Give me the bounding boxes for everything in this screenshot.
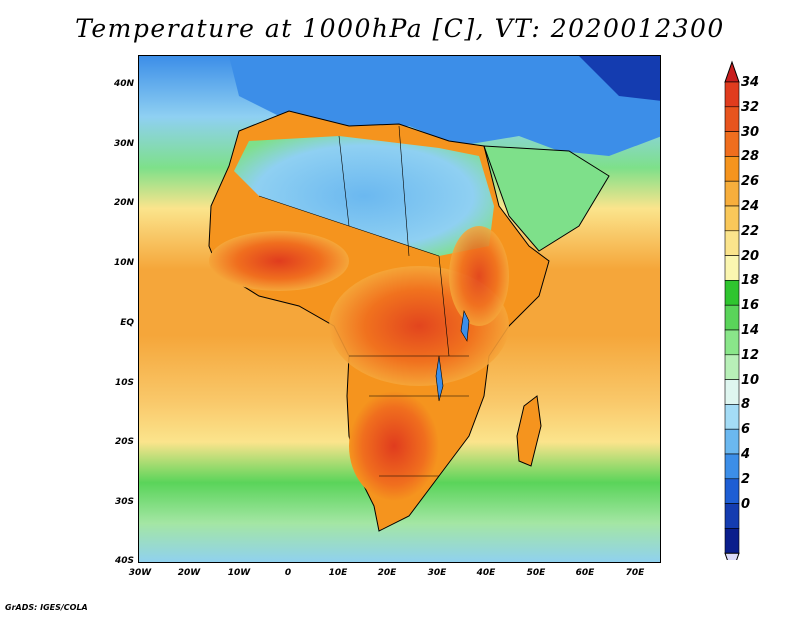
lake-tanganyika xyxy=(435,355,444,402)
colorbar xyxy=(724,60,740,560)
colorbar-segment xyxy=(724,180,740,207)
colorbar-tick-label: 28 xyxy=(741,149,760,165)
plot-title: Temperature at 1000hPa [C], VT: 20200123… xyxy=(75,14,725,43)
footer-credit: GrADS: IGES/COLA xyxy=(5,603,88,612)
colorbar-bottom-arrow xyxy=(724,552,740,560)
colorbar-segment xyxy=(724,131,740,157)
y-tick-label: 40S xyxy=(114,556,134,566)
colorbar-tick-label: 4 xyxy=(741,447,751,462)
x-tick-label: 30W xyxy=(128,568,152,578)
x-tick-label: 10E xyxy=(328,568,348,578)
colorbar-top-arrow xyxy=(724,60,740,83)
x-tick-label: 30E xyxy=(427,568,447,578)
x-tick-label: 20W xyxy=(177,568,201,578)
madagascar-landmass xyxy=(516,395,542,467)
y-tick-label: 40N xyxy=(113,79,134,89)
colorbar-segment xyxy=(724,81,740,108)
temperature-map xyxy=(139,56,660,562)
y-tick-label: 30N xyxy=(113,139,134,149)
y-tick-label: 10N xyxy=(113,258,134,268)
x-tick-label: 70E xyxy=(625,568,645,578)
colorbar-segment xyxy=(724,255,740,281)
west-africa-hot-region xyxy=(209,231,349,291)
mediterranean-cold-region xyxy=(229,56,660,156)
colorbar-segment xyxy=(724,528,740,554)
colorbar-tick-label: 30 xyxy=(741,124,760,140)
y-tick-label: 20S xyxy=(114,437,134,447)
x-tick-label: 0 xyxy=(284,568,292,578)
colorbar-segment xyxy=(724,354,740,380)
colorbar-tick-label: 20 xyxy=(741,248,760,264)
colorbar-segment xyxy=(724,156,740,182)
x-tick-label: 10W xyxy=(227,568,251,578)
colorbar-segment xyxy=(724,379,740,405)
y-tick-label: 20N xyxy=(113,198,134,208)
colorbar-tick-label: 10 xyxy=(741,372,760,388)
east-africa-hot-region xyxy=(449,226,509,326)
colorbar-tick-label: 18 xyxy=(741,273,760,289)
colorbar-segment xyxy=(724,453,740,480)
colorbar-tick-label: 2 xyxy=(741,471,751,487)
x-tick-label: 40E xyxy=(476,568,496,578)
colorbar-tick-label: 0 xyxy=(741,496,751,512)
colorbar-tick-label: 16 xyxy=(741,298,760,314)
southern-africa-hot-region xyxy=(349,391,439,501)
colorbar-segment xyxy=(724,304,740,331)
country-borders xyxy=(258,125,469,477)
colorbar-tick-label: 34 xyxy=(741,75,760,90)
x-tick-label: 50E xyxy=(526,568,546,578)
colorbar-segment xyxy=(724,478,740,504)
colorbar-segment xyxy=(724,329,740,356)
colorbar-segment xyxy=(724,205,740,232)
y-tick-label: 10S xyxy=(114,378,134,388)
cold-north-east-region xyxy=(579,56,660,101)
sahara-cool-region xyxy=(234,136,494,256)
colorbar-tick-label: 14 xyxy=(741,323,760,338)
colorbar-tick-label: 26 xyxy=(741,174,760,190)
colorbar-tick-label: 22 xyxy=(741,223,760,239)
y-tick-label: EQ xyxy=(120,318,134,328)
lake-victoria xyxy=(460,310,470,342)
colorbar-segment xyxy=(724,230,740,256)
x-tick-label: 20E xyxy=(377,568,397,578)
colorbar-tick-label: 12 xyxy=(741,347,760,363)
colorbar-segment xyxy=(724,106,740,132)
colorbar-segment xyxy=(724,404,740,430)
x-tick-label: 60E xyxy=(575,568,595,578)
colorbar-tick-label: 24 xyxy=(741,199,760,214)
colorbar-segment xyxy=(724,428,740,455)
map-panel xyxy=(138,55,661,563)
colorbar-tick-label: 8 xyxy=(741,397,751,413)
colorbar-segment xyxy=(724,503,740,529)
colorbar-tick-label: 6 xyxy=(741,422,751,438)
colorbar-tick-label: 32 xyxy=(741,99,760,115)
arabian-peninsula xyxy=(483,145,610,252)
y-tick-label: 30S xyxy=(114,497,134,507)
colorbar-segment xyxy=(724,280,740,306)
